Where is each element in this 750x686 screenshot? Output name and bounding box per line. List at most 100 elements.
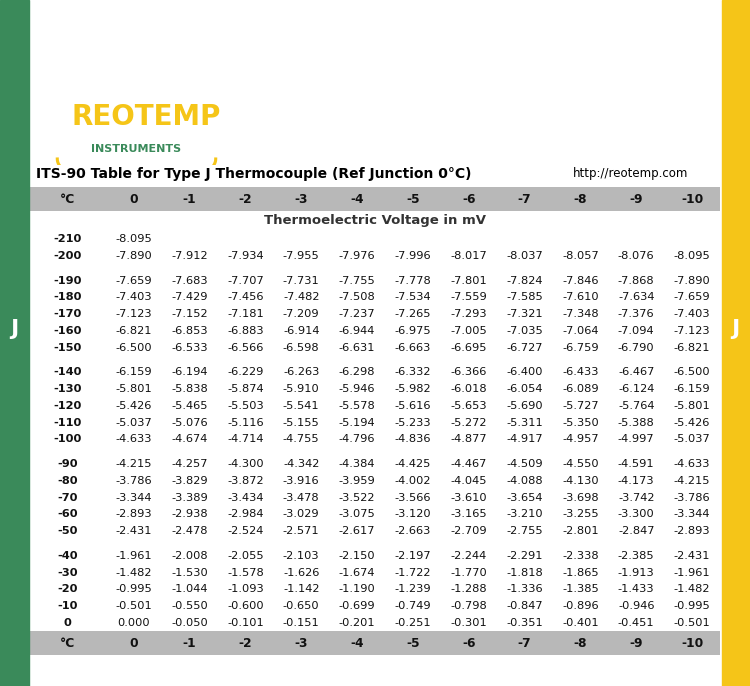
Text: -8.095: -8.095 [116,234,152,244]
Text: -3.698: -3.698 [562,493,598,503]
Text: -0.501: -0.501 [116,601,152,611]
Text: -3.959: -3.959 [339,476,376,486]
Text: -0.749: -0.749 [394,601,431,611]
Text: -3.872: -3.872 [227,476,264,486]
Text: -2.431: -2.431 [116,526,152,536]
Text: -3.434: -3.434 [227,493,264,503]
Text: -6.853: -6.853 [171,326,208,336]
Text: -0.501: -0.501 [674,618,710,628]
Text: -5.503: -5.503 [227,401,264,411]
Text: -7.403: -7.403 [116,292,152,303]
Text: -5.690: -5.690 [506,401,543,411]
Text: -6.883: -6.883 [227,326,264,336]
Text: -3.566: -3.566 [394,493,431,503]
Text: 0.000: 0.000 [118,618,150,628]
Text: -2.431: -2.431 [674,551,710,561]
Text: -0.600: -0.600 [227,601,264,611]
Text: -4.257: -4.257 [171,459,208,469]
Text: -1.770: -1.770 [450,568,487,578]
Text: -6.914: -6.914 [283,326,320,336]
Text: -3.829: -3.829 [171,476,208,486]
Text: -7.890: -7.890 [674,276,710,285]
Text: -1.482: -1.482 [674,584,710,595]
Text: -2.244: -2.244 [451,551,487,561]
Text: -7.094: -7.094 [618,326,655,336]
Text: 0: 0 [130,637,138,650]
Text: -4.755: -4.755 [283,434,320,445]
Text: -0.550: -0.550 [171,601,208,611]
Text: -4.215: -4.215 [674,476,710,486]
Text: J: J [731,319,740,340]
Text: -0.301: -0.301 [450,618,487,628]
Text: -2.893: -2.893 [116,510,152,519]
Text: -3.255: -3.255 [562,510,598,519]
Text: -5.037: -5.037 [674,434,710,445]
Text: -4.917: -4.917 [506,434,543,445]
Text: -5.801: -5.801 [674,401,710,411]
Text: -2.663: -2.663 [394,526,431,536]
Text: -20: -20 [58,584,78,595]
Text: -2.385: -2.385 [618,551,655,561]
Text: J: J [10,319,18,340]
Text: -5.946: -5.946 [339,384,375,394]
Text: -6.727: -6.727 [506,343,543,353]
Text: -5.426: -5.426 [116,401,152,411]
Text: -0.995: -0.995 [116,584,152,595]
Text: -1: -1 [183,193,196,206]
Text: -5.233: -5.233 [394,418,431,427]
Text: -7.707: -7.707 [227,276,264,285]
Text: Thermoelectric Voltage in mV: Thermoelectric Voltage in mV [264,214,486,227]
Text: -3.522: -3.522 [339,493,375,503]
Text: -6.631: -6.631 [339,343,375,353]
Text: -5.801: -5.801 [116,384,152,394]
Text: -2.984: -2.984 [227,510,264,519]
Text: -7.265: -7.265 [394,309,431,319]
Text: -1.578: -1.578 [227,568,264,578]
Text: -3.029: -3.029 [283,510,320,519]
Text: -7.456: -7.456 [227,292,264,303]
Text: -50: -50 [58,526,78,536]
Text: -150: -150 [54,343,82,353]
Text: -6.332: -6.332 [394,367,431,377]
Text: -7.508: -7.508 [339,292,376,303]
Text: -4.957: -4.957 [562,434,598,445]
Text: -2.893: -2.893 [674,526,710,536]
Text: -10: -10 [58,601,78,611]
Text: -8.076: -8.076 [618,251,655,261]
Text: -3.610: -3.610 [451,493,487,503]
Text: INSTRUMENTS: INSTRUMENTS [92,144,182,154]
Text: -4.300: -4.300 [227,459,264,469]
Text: -6.695: -6.695 [451,343,487,353]
Text: -4.714: -4.714 [227,434,264,445]
Text: -2: -2 [238,193,252,206]
Text: -0.650: -0.650 [283,601,320,611]
Text: -1.818: -1.818 [506,568,543,578]
Text: -1.336: -1.336 [506,584,543,595]
Text: -90: -90 [58,459,78,469]
Text: -6.821: -6.821 [116,326,152,336]
Text: 0: 0 [130,193,138,206]
Text: -3.786: -3.786 [116,476,152,486]
Text: -7.659: -7.659 [116,276,152,285]
Text: -6.400: -6.400 [506,367,543,377]
Text: -3.300: -3.300 [618,510,655,519]
Text: -6.433: -6.433 [562,367,598,377]
Text: -5: -5 [406,637,420,650]
Text: -0.401: -0.401 [562,618,598,628]
Text: -4.633: -4.633 [116,434,152,445]
Text: -8.037: -8.037 [506,251,543,261]
Text: -3.742: -3.742 [618,493,655,503]
Text: -6.566: -6.566 [227,343,263,353]
Text: -110: -110 [54,418,82,427]
Text: -2.103: -2.103 [283,551,320,561]
Text: -1.044: -1.044 [171,584,208,595]
Text: -7.659: -7.659 [674,292,710,303]
Text: -2.847: -2.847 [618,526,655,536]
Text: -120: -120 [54,401,82,411]
Text: -4.633: -4.633 [674,459,710,469]
Text: -1.093: -1.093 [227,584,264,595]
Text: -1.961: -1.961 [674,568,710,578]
Text: -6.500: -6.500 [674,367,710,377]
Text: -9: -9 [629,193,643,206]
Text: -3.165: -3.165 [451,510,487,519]
